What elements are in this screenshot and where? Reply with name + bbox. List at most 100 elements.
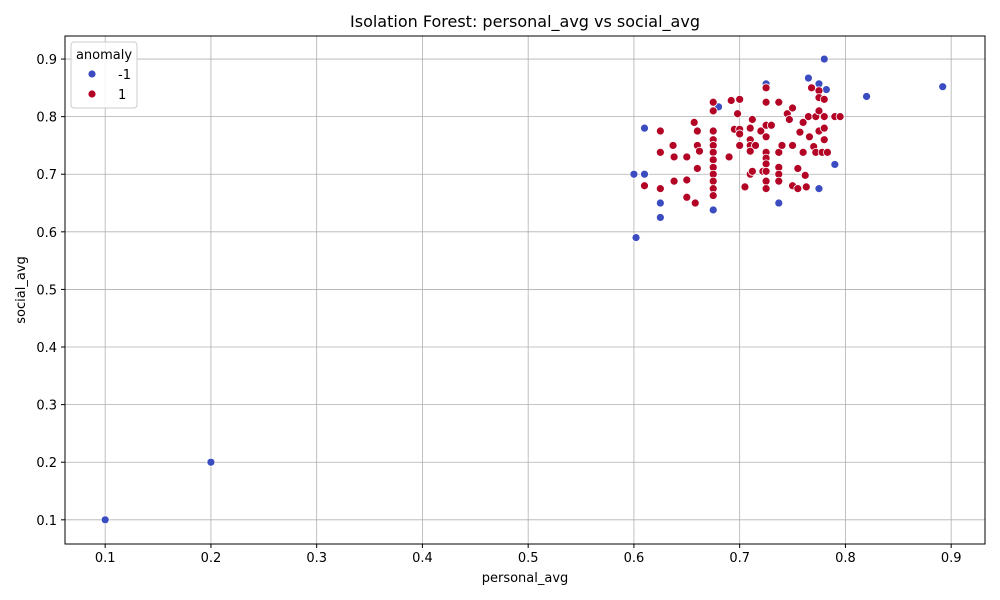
normal-point xyxy=(814,106,824,116)
legend: anomaly -1 1 xyxy=(70,41,138,109)
anomaly-point xyxy=(821,85,831,94)
normal-point xyxy=(798,147,808,157)
anomaly-point xyxy=(655,198,665,208)
plot-frame xyxy=(64,35,986,545)
normal-point xyxy=(735,129,745,139)
normal-point xyxy=(669,152,679,162)
normal-point xyxy=(747,166,757,176)
normal-point xyxy=(807,83,816,93)
anomaly-point xyxy=(629,169,639,179)
anomaly-point xyxy=(814,184,824,194)
anomaly-point xyxy=(708,205,718,215)
normal-point xyxy=(689,117,699,127)
normal-point xyxy=(690,198,700,208)
y-axis-label: social_avg xyxy=(14,256,29,323)
normal-point xyxy=(708,106,718,116)
anomaly-point xyxy=(655,213,665,222)
normal-point xyxy=(708,126,718,136)
legend-title: anomaly xyxy=(76,48,132,63)
y-tick-label: 0.7 xyxy=(36,168,57,183)
normal-point xyxy=(733,109,742,119)
x-tick-label: 0.4 xyxy=(412,551,433,566)
normal-point xyxy=(745,123,755,133)
normal-point xyxy=(804,112,813,122)
y-tick-label: 0.6 xyxy=(36,226,57,241)
normal-point xyxy=(682,175,692,185)
y-tick-label: 0.8 xyxy=(36,111,57,126)
y-tick-label: 0.2 xyxy=(36,456,57,471)
normal-point xyxy=(761,97,771,107)
normal-point xyxy=(668,141,678,150)
normal-point xyxy=(708,191,718,200)
normal-point xyxy=(819,135,829,145)
normal-point xyxy=(761,176,771,186)
normal-point xyxy=(819,123,829,133)
normal-point xyxy=(793,164,803,173)
grid-layer xyxy=(65,36,985,544)
anomaly-point xyxy=(640,123,649,133)
normal-point xyxy=(747,115,757,124)
normal-point xyxy=(655,126,665,136)
anomaly-point xyxy=(100,515,110,525)
normal-point xyxy=(740,182,750,192)
normal-point xyxy=(669,176,679,186)
anomaly-point xyxy=(819,54,829,64)
normal-point xyxy=(756,126,766,136)
normal-point xyxy=(805,132,814,142)
normal-point xyxy=(708,176,718,186)
normal-point xyxy=(823,147,832,157)
normal-point xyxy=(784,115,794,124)
normal-point xyxy=(795,127,805,137)
normal-point xyxy=(774,176,784,186)
y-tick-label: 0.4 xyxy=(36,341,57,356)
normal-point xyxy=(761,83,771,93)
normal-point xyxy=(682,152,692,162)
legend-box xyxy=(70,41,138,109)
legend-label-1: 1 xyxy=(118,88,126,103)
normal-point xyxy=(708,155,718,165)
normal-point xyxy=(798,117,808,127)
normal-point xyxy=(655,184,665,194)
normal-point xyxy=(735,94,745,104)
y-tick-label: 0.3 xyxy=(36,399,57,414)
normal-point xyxy=(761,159,771,169)
normal-point xyxy=(682,192,692,202)
normal-point xyxy=(745,146,755,156)
normal-point xyxy=(761,132,771,142)
anomaly-point xyxy=(640,169,649,179)
normal-point xyxy=(788,141,797,150)
anomaly-point xyxy=(774,198,784,208)
x-tick-label: 0.6 xyxy=(624,551,645,566)
normal-point xyxy=(819,94,829,104)
normal-point xyxy=(692,164,702,173)
anomaly-point xyxy=(862,92,871,101)
normal-point xyxy=(835,112,845,122)
anomaly-point xyxy=(830,160,840,169)
normal-point xyxy=(774,97,784,107)
normal-point xyxy=(788,103,797,113)
normal-point xyxy=(695,146,704,156)
normal-point xyxy=(800,170,810,180)
anomaly-point xyxy=(631,233,641,242)
x-axis-label: personal_avg xyxy=(482,571,569,586)
normal-point xyxy=(793,184,803,194)
y-tick-label: 0.9 xyxy=(36,53,57,68)
chart-title: Isolation Forest: personal_avg vs social… xyxy=(350,12,700,32)
normal-point xyxy=(708,147,718,157)
normal-point xyxy=(751,141,760,150)
normal-point xyxy=(655,147,665,157)
y-tick-label: 0.1 xyxy=(36,514,57,529)
normal-point xyxy=(819,112,829,122)
ticks-layer: 0.1 0.2 0.3 0.4 0.5 0.6 0.7 0.8 0.9 0.1 0.2 0.3 0.4 0… xyxy=(36,53,961,566)
normal-point xyxy=(801,182,811,192)
x-tick-label: 0.8 xyxy=(835,551,856,566)
legend-label-neg1: -1 xyxy=(118,68,131,83)
normal-point xyxy=(761,184,771,194)
y-tick-label: 0.5 xyxy=(36,283,57,298)
normal-point xyxy=(735,141,745,150)
legend-marker-neg1 xyxy=(87,69,97,79)
normal-point xyxy=(766,120,776,130)
normal-point xyxy=(777,141,787,150)
x-tick-label: 0.7 xyxy=(729,551,750,566)
